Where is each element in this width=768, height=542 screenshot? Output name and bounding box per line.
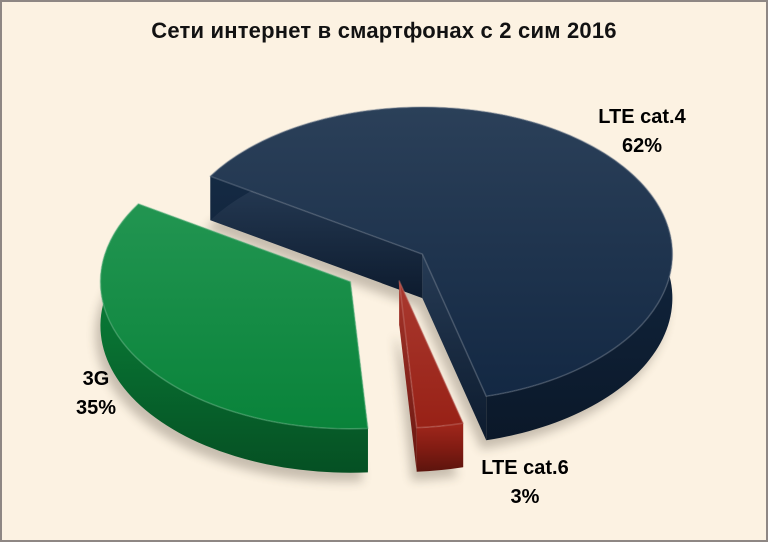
data-label-category: LTE cat.4	[598, 106, 686, 128]
pie-slice-lte-cat-6	[398, 280, 464, 472]
pie-slice-top	[209, 106, 674, 398]
pie-slice-top	[99, 203, 369, 430]
pie-slice-cut-face-end	[399, 281, 417, 472]
chart-title: Сети интернет в смартфонах с 2 сим 2016	[151, 18, 617, 43]
data-label-category: LTE cat.6	[481, 457, 569, 479]
data-label-lte-cat4: LTE cat.4 62%	[562, 103, 722, 161]
data-label-percent: 35%	[75, 397, 117, 419]
data-label-percent: 62%	[621, 135, 663, 157]
pie-slice-side	[416, 423, 464, 472]
pie-slice-top	[398, 280, 464, 429]
data-label-category: 3G	[82, 368, 110, 390]
data-label-percent: 3%	[510, 486, 540, 508]
pie-slice-lte-cat-4	[209, 106, 674, 441]
pie-slice-3g	[99, 203, 369, 473]
data-label-3g: 3G 35%	[16, 365, 176, 423]
pie-slice-side	[100, 203, 368, 473]
pie-slice-cut-face-start	[210, 176, 423, 299]
data-label-lte-cat6: LTE cat.6 3%	[445, 454, 605, 512]
pie-slice-cut-face-end	[422, 254, 487, 441]
